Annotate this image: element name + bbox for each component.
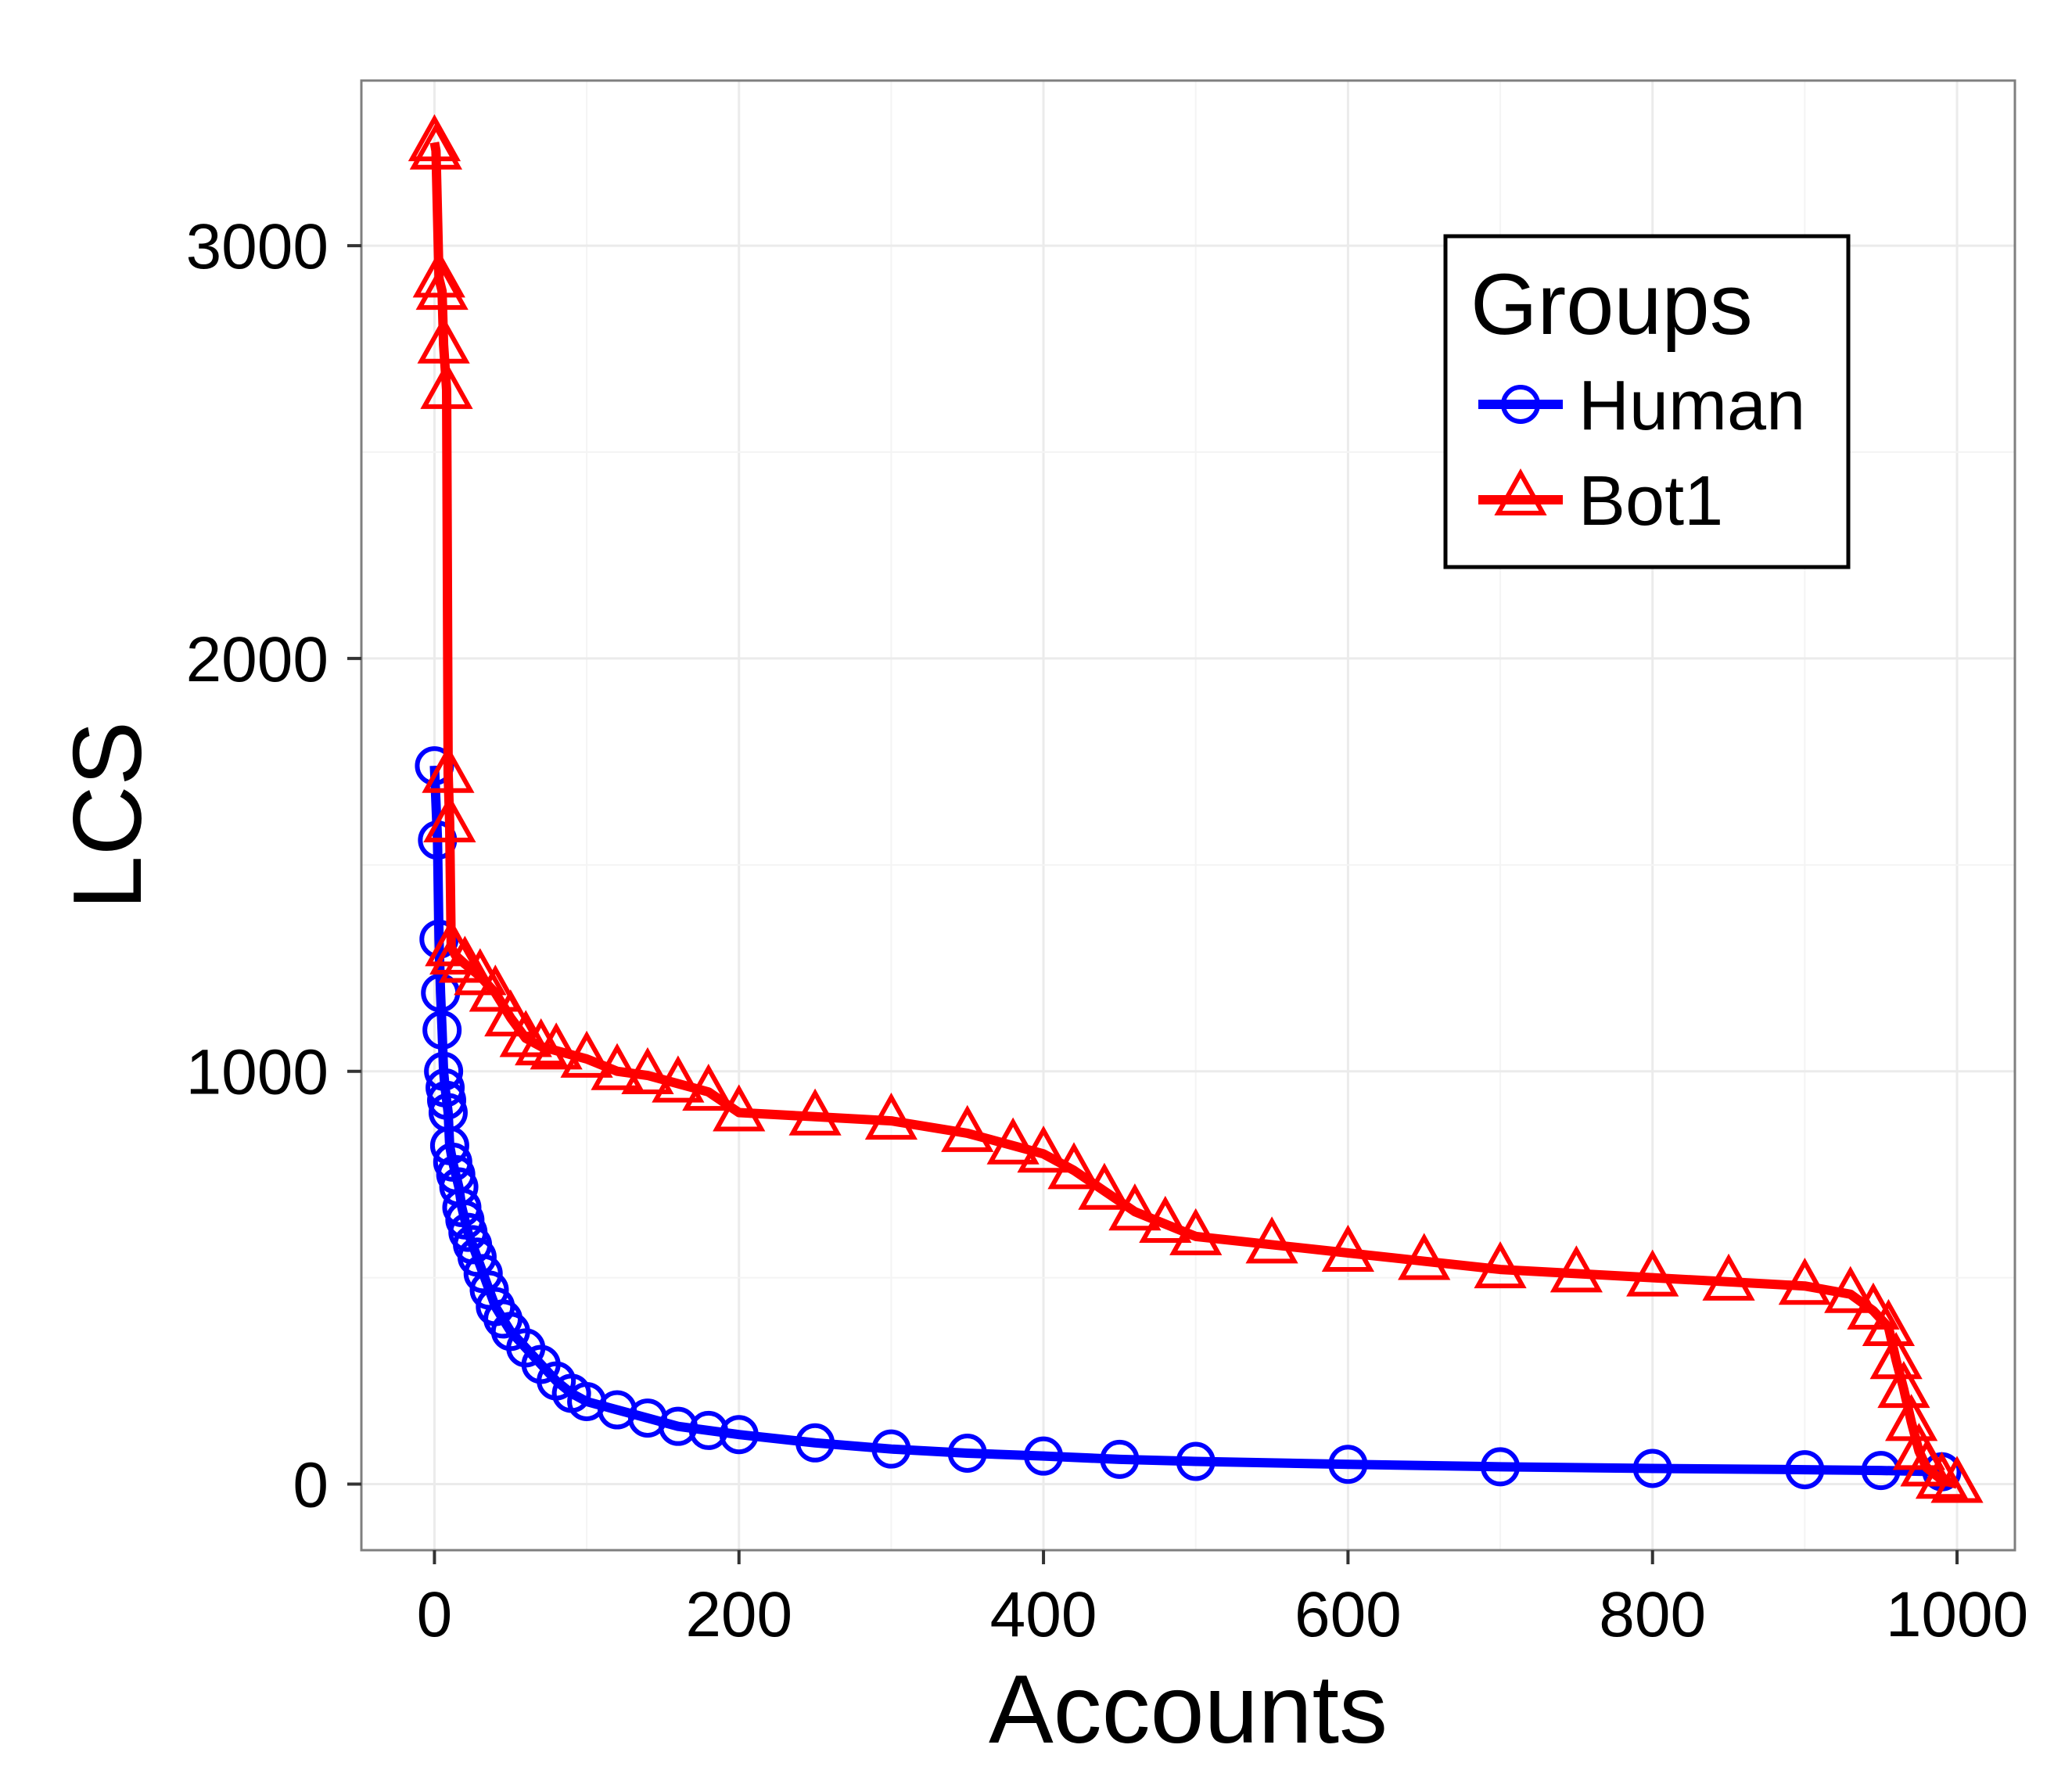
series-human (415, 746, 1962, 1492)
data-point (409, 122, 462, 170)
legend-item-bot1: Bot1 (1478, 462, 1723, 540)
data-point (1474, 1240, 1527, 1289)
legend-marker-circle (1501, 385, 1540, 424)
x-tick-label: 200 (685, 1579, 792, 1650)
data-point (1877, 1361, 1930, 1409)
data-point (423, 795, 476, 843)
x-tick-label: 0 (417, 1579, 453, 1650)
y-axis-title: LCS (54, 721, 162, 910)
data-point (1100, 1439, 1140, 1479)
legend-label: Human (1578, 367, 1805, 445)
data-point (1930, 1456, 1984, 1503)
data-point (941, 1104, 994, 1152)
data-point (986, 1117, 1040, 1165)
data-point (484, 989, 537, 1037)
data-point (652, 1055, 705, 1103)
data-point (1861, 1451, 1901, 1491)
data-point (463, 1254, 503, 1294)
data-point (427, 1080, 467, 1120)
data-point (429, 1125, 469, 1165)
y-tick-label: 0 (293, 1450, 329, 1521)
data-point (688, 1410, 728, 1450)
data-point (1139, 1195, 1192, 1244)
legend-items: Human Bot1 (1478, 367, 1805, 540)
data-point (1626, 1249, 1679, 1297)
data-point (788, 1088, 842, 1136)
data-point (1702, 1253, 1755, 1301)
data-point (560, 1030, 613, 1078)
data-point (947, 1433, 987, 1473)
legend: Groups Human Bot1 (1443, 234, 1851, 569)
plot-frame (360, 79, 2016, 1552)
data-point (621, 1046, 674, 1095)
data-point (530, 1022, 583, 1070)
data-point (1176, 1441, 1216, 1481)
data-point (422, 745, 475, 793)
data-point (457, 1237, 497, 1277)
data-point (682, 1063, 735, 1111)
data-point (469, 964, 522, 1012)
data-point (419, 919, 459, 959)
data-point (1245, 1216, 1298, 1264)
y-tick-label: 3000 (186, 211, 329, 282)
x-tick-label: 1000 (1886, 1579, 2028, 1650)
x-tick-label: 400 (990, 1579, 1097, 1650)
series-layer (408, 114, 1984, 1503)
y-tick-label: 2000 (186, 624, 329, 695)
data-point (871, 1429, 911, 1469)
data-point (1169, 1208, 1223, 1255)
data-point (422, 1010, 462, 1050)
data-point (719, 1415, 759, 1455)
data-point (1915, 1452, 1969, 1499)
data-point (1108, 1183, 1162, 1231)
data-point (1481, 1447, 1521, 1487)
data-point (417, 316, 470, 364)
data-point (429, 927, 483, 975)
data-point (420, 361, 473, 409)
data-point (1824, 1265, 1877, 1313)
data-point (1047, 1142, 1101, 1190)
data-point (1024, 1436, 1064, 1476)
data-point (426, 1068, 465, 1107)
legend-item-human: Human (1478, 367, 1805, 445)
data-point (1328, 1445, 1368, 1484)
data-point (658, 1406, 698, 1446)
x-tick-label: 600 (1295, 1579, 1402, 1650)
data-point (1321, 1224, 1375, 1272)
data-point (713, 1084, 766, 1132)
data-point (864, 1092, 918, 1140)
data-point (1550, 1245, 1603, 1293)
y-tick-label: 1000 (186, 1037, 329, 1108)
data-point (1632, 1449, 1672, 1488)
data-point (424, 1051, 464, 1091)
legend-title: Groups (1471, 257, 1753, 353)
x-tick-label: 800 (1599, 1579, 1706, 1650)
legend-label: Bot1 (1578, 462, 1723, 540)
series-bot1 (408, 114, 1984, 1503)
data-point (1078, 1162, 1131, 1210)
axes: 0 200 400 600 800 1000 0 1000 2000 3000 (186, 211, 2029, 1650)
data-point (591, 1043, 644, 1090)
data-point (795, 1423, 835, 1463)
data-point (1785, 1450, 1825, 1490)
data-point (515, 1018, 568, 1066)
data-point (412, 250, 465, 298)
data-point (415, 263, 469, 311)
legend-marker-triangle (1494, 468, 1547, 515)
data-point (1017, 1125, 1070, 1173)
data-point (1862, 1298, 1916, 1346)
data-point (408, 114, 461, 162)
data-point (1778, 1258, 1831, 1305)
x-axis-title: Accounts (989, 1656, 1388, 1764)
data-point (1398, 1233, 1451, 1280)
